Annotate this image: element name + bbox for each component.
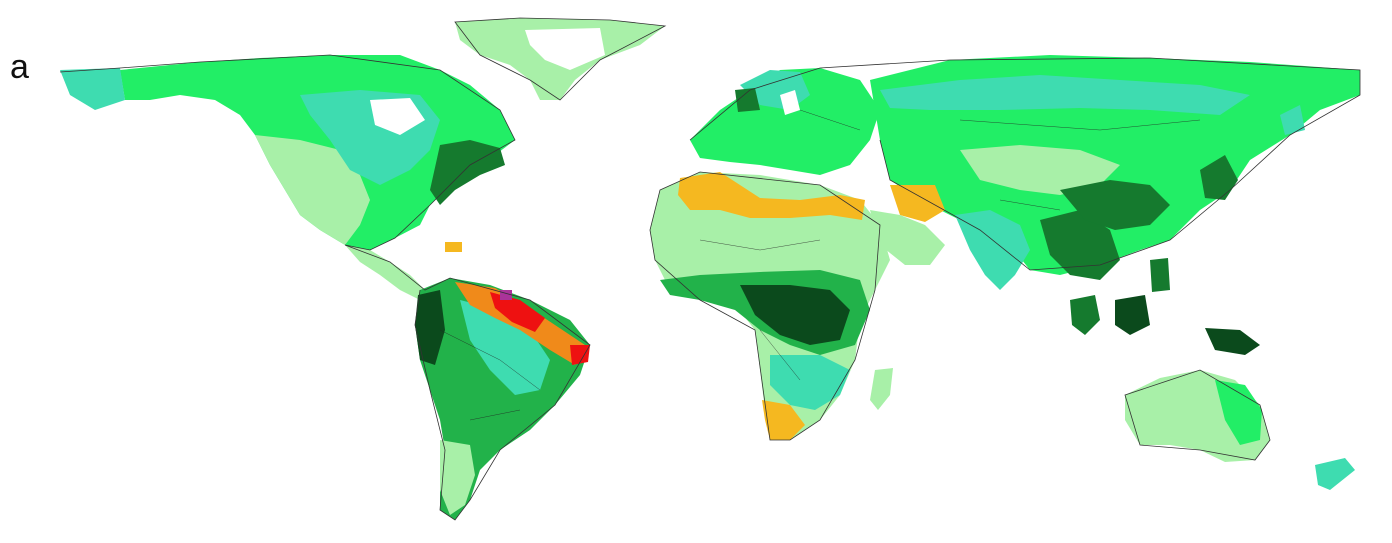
se-asia-dark <box>1040 210 1120 280</box>
ca-yellow <box>445 242 462 252</box>
region-maritime-continent <box>1070 258 1260 355</box>
new-guinea <box>1205 328 1260 355</box>
india-teal <box>955 210 1030 290</box>
af-yellow-north <box>678 172 865 220</box>
hudson-bay <box>370 98 425 135</box>
alaska <box>60 68 125 110</box>
sa-pale-south <box>440 440 475 515</box>
borneo <box>1115 295 1150 335</box>
madagascar <box>870 368 893 410</box>
region-australia <box>1125 370 1355 490</box>
coastlines <box>59 17 1361 521</box>
af-teal-south <box>770 355 850 410</box>
sa-red-east <box>570 345 590 365</box>
region-greenland <box>455 18 665 100</box>
ca-land <box>345 245 425 300</box>
region-asia <box>870 55 1360 290</box>
baltic <box>780 90 800 115</box>
region-europe <box>690 68 880 175</box>
panel-label: a <box>10 48 29 86</box>
region-central-america <box>345 242 462 300</box>
new-zealand <box>1315 458 1355 490</box>
sumatra <box>1070 295 1100 335</box>
philippines <box>1150 258 1170 292</box>
kamchatka <box>1280 105 1305 135</box>
region-north-america <box>60 55 515 250</box>
sa-red <box>490 292 545 332</box>
na-pale <box>255 135 370 245</box>
sa-teal <box>460 300 550 395</box>
na-dark-east <box>430 140 505 205</box>
eu-dark <box>735 88 760 112</box>
asia-pale-center <box>960 145 1120 195</box>
af-very-dark <box>740 285 850 345</box>
sa-dark-west <box>415 290 445 365</box>
japan <box>1200 155 1238 200</box>
region-south-america <box>415 278 590 520</box>
sa-purple <box>500 290 512 300</box>
region-africa <box>650 172 893 440</box>
china-dark <box>1060 180 1170 230</box>
au-east-green <box>1215 380 1262 445</box>
af-yellow-south <box>762 400 805 440</box>
eu-land <box>690 68 880 175</box>
asia-teal-north <box>880 75 1250 115</box>
middle-east-yellow <box>890 185 945 222</box>
greenland-inner <box>525 28 605 70</box>
mideast-pale <box>870 210 945 265</box>
